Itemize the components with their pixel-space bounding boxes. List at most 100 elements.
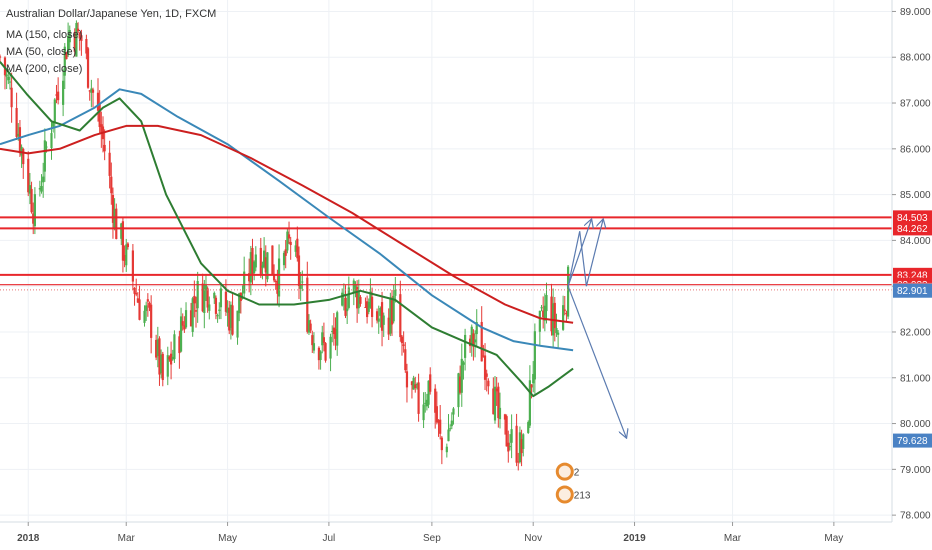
candle-body [91,89,95,93]
candle-body [243,271,246,294]
candle-body [550,296,553,332]
candle [263,237,266,269]
support-resistance-lines[interactable] [0,216,892,291]
candle [86,46,90,89]
candle [359,295,362,307]
candle [565,310,568,322]
candle [498,392,502,429]
candle-body [530,384,533,388]
candle-body [88,90,91,92]
price-tick-label: 89.000 [900,7,931,18]
event-marker[interactable]: 213 [555,485,591,504]
candles [0,20,570,471]
event-markers[interactable]: 2 213 [555,462,591,504]
indicator-label-ma50[interactable]: MA (50, close) [6,46,77,58]
candle-body [437,420,440,423]
candle-body [224,291,228,312]
candle [229,301,232,340]
candle-body [111,195,115,223]
candle-body [28,185,31,194]
candle-body [410,381,414,386]
candle-body [57,91,60,101]
time-tick-label: Mar [724,533,742,544]
candle-body [229,304,232,328]
candle-body [434,388,437,413]
candle-body [5,74,8,77]
indicator-label-ma150[interactable]: MA (150, close) [6,29,83,41]
candle [480,306,483,362]
candle [266,252,269,283]
candle [173,330,176,363]
candle [201,273,204,313]
candle [63,43,66,89]
candle-body [201,283,204,312]
price-badge[interactable]: 84.503 [893,210,932,225]
candle [518,426,522,464]
candle-body [356,287,359,309]
price-badge[interactable]: 79.628 [893,433,932,448]
candle-body [90,88,93,93]
candle [218,302,221,320]
candle-body [427,380,430,405]
candle-body [208,304,211,311]
price-badge[interactable]: 82.901 [893,283,932,298]
price-badge[interactable]: 84.262 [893,221,932,236]
candle [475,309,478,347]
candle-body [67,36,70,55]
price-badge-label: 79.628 [897,436,928,447]
candle [121,217,125,273]
candle-body [115,208,118,240]
candle-body [289,241,292,246]
candle-body [528,380,531,426]
candle-body [204,284,208,290]
candle-body [457,373,460,408]
candle [76,22,80,33]
candle-body [294,245,297,252]
candle-body [226,307,229,313]
candle-body [532,374,535,384]
candle-body [274,280,277,282]
projection-arrows[interactable] [567,220,626,437]
candle-body [365,301,369,318]
projection-arrow[interactable] [567,220,591,287]
candle-body [439,419,442,434]
candle [38,180,41,197]
candle-body [138,299,141,320]
candle [356,280,359,323]
candle [336,310,339,356]
price-axis[interactable]: 89.00088.00087.00086.00085.00084.00083.0… [891,0,932,550]
candle-body [507,442,510,452]
candle [424,392,427,413]
candle-body [493,386,497,421]
time-axis[interactable]: 2018 Mar May Jul Sep Nov 2019 Mar May [0,521,932,550]
candle-body [460,358,463,393]
event-marker[interactable]: 2 [555,462,580,481]
candle [284,240,287,269]
candle-body [309,323,312,331]
candle [379,306,382,328]
candle-body [236,310,239,338]
candle [40,174,43,194]
candle [375,308,379,324]
candle-body [276,281,279,294]
candle-body [103,144,106,152]
candle [312,332,316,354]
candle-body [306,277,309,332]
candle-body [515,425,518,463]
candle-body [8,81,12,83]
candle [485,369,488,392]
candle-body [414,384,417,388]
candle-body [346,308,349,312]
candle [447,414,450,442]
candle [530,384,533,399]
indicator-label-ma200[interactable]: MA (200, close) [6,63,83,75]
candle [404,342,407,373]
candle-body [68,30,71,43]
time-tick-label: May [824,533,843,544]
candle-body [85,39,88,54]
candle-body [136,298,139,303]
candle [100,111,103,148]
projection-arrow[interactable] [567,285,626,437]
projection-arrow[interactable] [567,220,603,287]
